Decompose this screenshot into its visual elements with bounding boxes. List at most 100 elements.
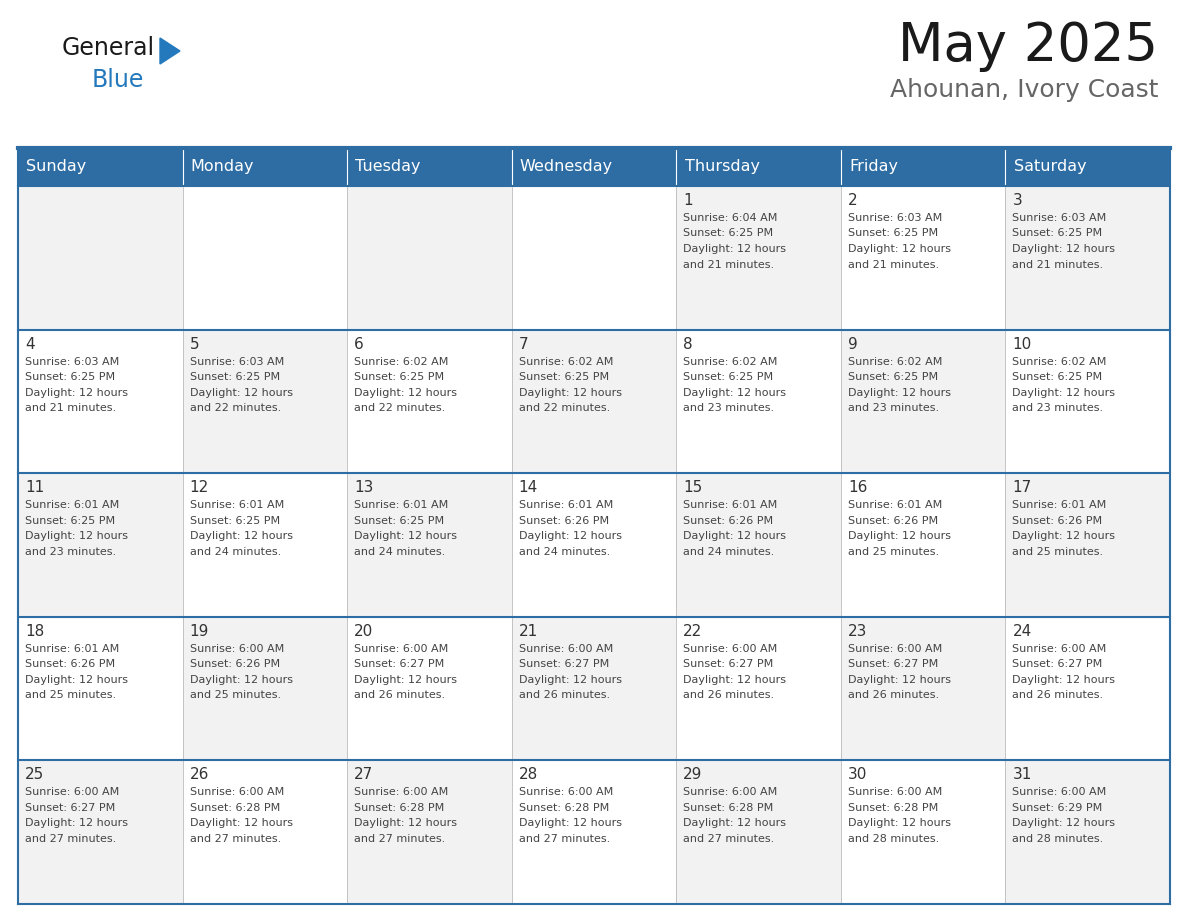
Text: Daylight: 12 hours: Daylight: 12 hours — [25, 819, 128, 828]
Bar — [841, 760, 1005, 904]
Text: 20: 20 — [354, 624, 373, 639]
Bar — [841, 617, 1005, 760]
Text: 4: 4 — [25, 337, 34, 352]
Text: Sunrise: 6:01 AM: Sunrise: 6:01 AM — [519, 500, 613, 510]
Bar — [1005, 473, 1170, 617]
Text: and 26 minutes.: and 26 minutes. — [1012, 690, 1104, 700]
Text: and 26 minutes.: and 26 minutes. — [519, 690, 609, 700]
Text: 22: 22 — [683, 624, 702, 639]
Bar — [676, 617, 841, 760]
Text: Sunrise: 6:02 AM: Sunrise: 6:02 AM — [683, 356, 778, 366]
Text: Saturday: Saturday — [1013, 160, 1086, 174]
Text: Daylight: 12 hours: Daylight: 12 hours — [354, 532, 457, 542]
Text: Sunset: 6:26 PM: Sunset: 6:26 PM — [190, 659, 279, 669]
Text: Sunrise: 6:03 AM: Sunrise: 6:03 AM — [190, 356, 284, 366]
Text: Daylight: 12 hours: Daylight: 12 hours — [519, 387, 621, 397]
Bar — [18, 473, 183, 617]
Text: Sunset: 6:25 PM: Sunset: 6:25 PM — [848, 372, 939, 382]
Text: and 21 minutes.: and 21 minutes. — [25, 403, 116, 413]
Bar — [1005, 617, 1170, 760]
Bar — [1005, 186, 1170, 330]
Text: Sunset: 6:25 PM: Sunset: 6:25 PM — [25, 516, 115, 526]
Text: Sunrise: 6:01 AM: Sunrise: 6:01 AM — [190, 500, 284, 510]
Text: 7: 7 — [519, 337, 529, 352]
Text: Daylight: 12 hours: Daylight: 12 hours — [25, 532, 128, 542]
Text: Daylight: 12 hours: Daylight: 12 hours — [354, 675, 457, 685]
Text: and 23 minutes.: and 23 minutes. — [25, 547, 116, 556]
Text: Sunset: 6:27 PM: Sunset: 6:27 PM — [1012, 659, 1102, 669]
Text: 6: 6 — [354, 337, 364, 352]
Bar — [676, 330, 841, 473]
Text: 9: 9 — [848, 337, 858, 352]
Text: 25: 25 — [25, 767, 44, 782]
Text: General: General — [62, 36, 156, 60]
Text: Daylight: 12 hours: Daylight: 12 hours — [354, 819, 457, 828]
Bar — [512, 617, 676, 760]
Text: Daylight: 12 hours: Daylight: 12 hours — [1012, 244, 1116, 254]
Text: and 21 minutes.: and 21 minutes. — [683, 260, 775, 270]
Text: Sunrise: 6:00 AM: Sunrise: 6:00 AM — [190, 788, 284, 798]
Text: Sunset: 6:26 PM: Sunset: 6:26 PM — [848, 516, 939, 526]
Text: Sunset: 6:27 PM: Sunset: 6:27 PM — [683, 659, 773, 669]
Text: 11: 11 — [25, 480, 44, 495]
Text: and 26 minutes.: and 26 minutes. — [354, 690, 446, 700]
Bar — [676, 148, 841, 186]
Text: Sunday: Sunday — [26, 160, 87, 174]
Text: Blue: Blue — [91, 68, 145, 92]
Bar — [512, 186, 676, 330]
Text: 5: 5 — [190, 337, 200, 352]
Bar — [183, 148, 347, 186]
Text: Sunrise: 6:03 AM: Sunrise: 6:03 AM — [1012, 213, 1107, 223]
Bar — [1005, 760, 1170, 904]
Bar — [18, 330, 183, 473]
Text: Sunrise: 6:01 AM: Sunrise: 6:01 AM — [848, 500, 942, 510]
Text: Sunset: 6:25 PM: Sunset: 6:25 PM — [683, 229, 773, 239]
Text: Sunset: 6:26 PM: Sunset: 6:26 PM — [25, 659, 115, 669]
Bar — [183, 617, 347, 760]
Text: Sunset: 6:28 PM: Sunset: 6:28 PM — [683, 803, 773, 813]
Text: Sunset: 6:28 PM: Sunset: 6:28 PM — [190, 803, 280, 813]
Text: Tuesday: Tuesday — [355, 160, 421, 174]
Text: 29: 29 — [683, 767, 702, 782]
Text: Sunrise: 6:00 AM: Sunrise: 6:00 AM — [1012, 788, 1107, 798]
Text: and 27 minutes.: and 27 minutes. — [190, 834, 280, 844]
Bar — [1005, 330, 1170, 473]
Text: Sunrise: 6:04 AM: Sunrise: 6:04 AM — [683, 213, 778, 223]
Text: and 25 minutes.: and 25 minutes. — [1012, 547, 1104, 556]
Text: Daylight: 12 hours: Daylight: 12 hours — [683, 819, 786, 828]
Text: Daylight: 12 hours: Daylight: 12 hours — [25, 387, 128, 397]
Text: Sunrise: 6:02 AM: Sunrise: 6:02 AM — [1012, 356, 1107, 366]
Text: and 23 minutes.: and 23 minutes. — [1012, 403, 1104, 413]
Bar — [676, 760, 841, 904]
Bar — [18, 760, 183, 904]
Text: 23: 23 — [848, 624, 867, 639]
Text: Sunrise: 6:00 AM: Sunrise: 6:00 AM — [190, 644, 284, 654]
Text: Sunset: 6:25 PM: Sunset: 6:25 PM — [25, 372, 115, 382]
Text: Daylight: 12 hours: Daylight: 12 hours — [190, 819, 292, 828]
Text: 10: 10 — [1012, 337, 1031, 352]
Text: Sunrise: 6:02 AM: Sunrise: 6:02 AM — [519, 356, 613, 366]
Text: Daylight: 12 hours: Daylight: 12 hours — [190, 387, 292, 397]
Bar — [347, 148, 512, 186]
Text: Daylight: 12 hours: Daylight: 12 hours — [354, 387, 457, 397]
Bar — [841, 186, 1005, 330]
Text: Sunset: 6:28 PM: Sunset: 6:28 PM — [848, 803, 939, 813]
Text: Friday: Friday — [849, 160, 898, 174]
Text: and 27 minutes.: and 27 minutes. — [519, 834, 609, 844]
Text: Sunrise: 6:00 AM: Sunrise: 6:00 AM — [848, 644, 942, 654]
Bar — [347, 330, 512, 473]
Text: Daylight: 12 hours: Daylight: 12 hours — [848, 532, 950, 542]
Text: Daylight: 12 hours: Daylight: 12 hours — [190, 675, 292, 685]
Text: Sunrise: 6:00 AM: Sunrise: 6:00 AM — [25, 788, 119, 798]
Text: and 23 minutes.: and 23 minutes. — [848, 403, 939, 413]
Text: and 25 minutes.: and 25 minutes. — [25, 690, 116, 700]
Text: Sunrise: 6:00 AM: Sunrise: 6:00 AM — [354, 788, 448, 798]
Text: Sunrise: 6:01 AM: Sunrise: 6:01 AM — [25, 500, 119, 510]
Text: Sunrise: 6:00 AM: Sunrise: 6:00 AM — [848, 788, 942, 798]
Text: and 22 minutes.: and 22 minutes. — [354, 403, 446, 413]
Text: and 25 minutes.: and 25 minutes. — [848, 547, 939, 556]
Text: and 23 minutes.: and 23 minutes. — [683, 403, 775, 413]
Text: Daylight: 12 hours: Daylight: 12 hours — [25, 675, 128, 685]
Text: Sunset: 6:27 PM: Sunset: 6:27 PM — [519, 659, 609, 669]
Text: Sunset: 6:26 PM: Sunset: 6:26 PM — [1012, 516, 1102, 526]
